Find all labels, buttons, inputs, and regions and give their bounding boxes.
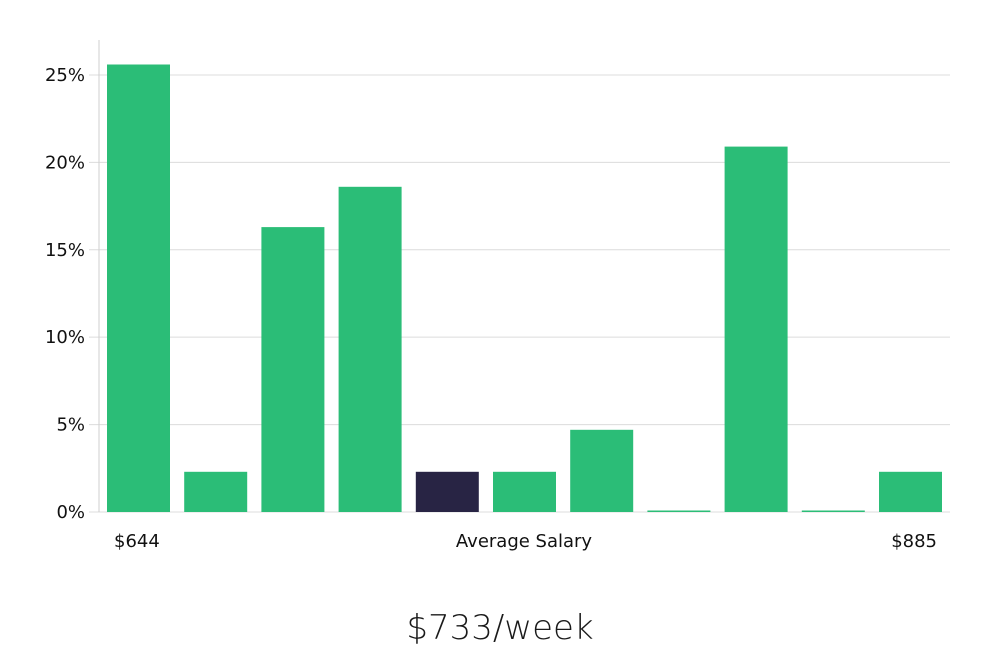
bar xyxy=(570,429,634,512)
bar xyxy=(879,471,942,512)
y-tick-label: 15% xyxy=(45,240,85,261)
y-tick-label: 5% xyxy=(56,415,85,436)
bar xyxy=(493,471,556,512)
average-salary-value: $733/week xyxy=(406,608,594,648)
bar xyxy=(107,64,170,512)
x-start-label: $644 xyxy=(114,531,160,552)
bar xyxy=(338,186,402,513)
y-tick-label: 10% xyxy=(45,327,85,348)
bar xyxy=(801,510,865,512)
x-axis-label: Average Salary xyxy=(456,531,593,552)
grid-layer xyxy=(89,74,950,513)
bar-layer xyxy=(107,64,942,513)
x-end-label: $885 xyxy=(891,531,937,552)
bar xyxy=(184,471,248,512)
y-tick-label: 25% xyxy=(45,65,85,86)
y-tick-label: 20% xyxy=(45,152,85,173)
y-tick-labels: 0% 5% 10% 15% 20% 25% xyxy=(45,65,85,523)
bar xyxy=(647,510,711,512)
bar xyxy=(724,146,788,512)
bar xyxy=(261,227,325,512)
bar-highlighted xyxy=(415,471,479,512)
y-tick-label: 0% xyxy=(56,502,85,523)
